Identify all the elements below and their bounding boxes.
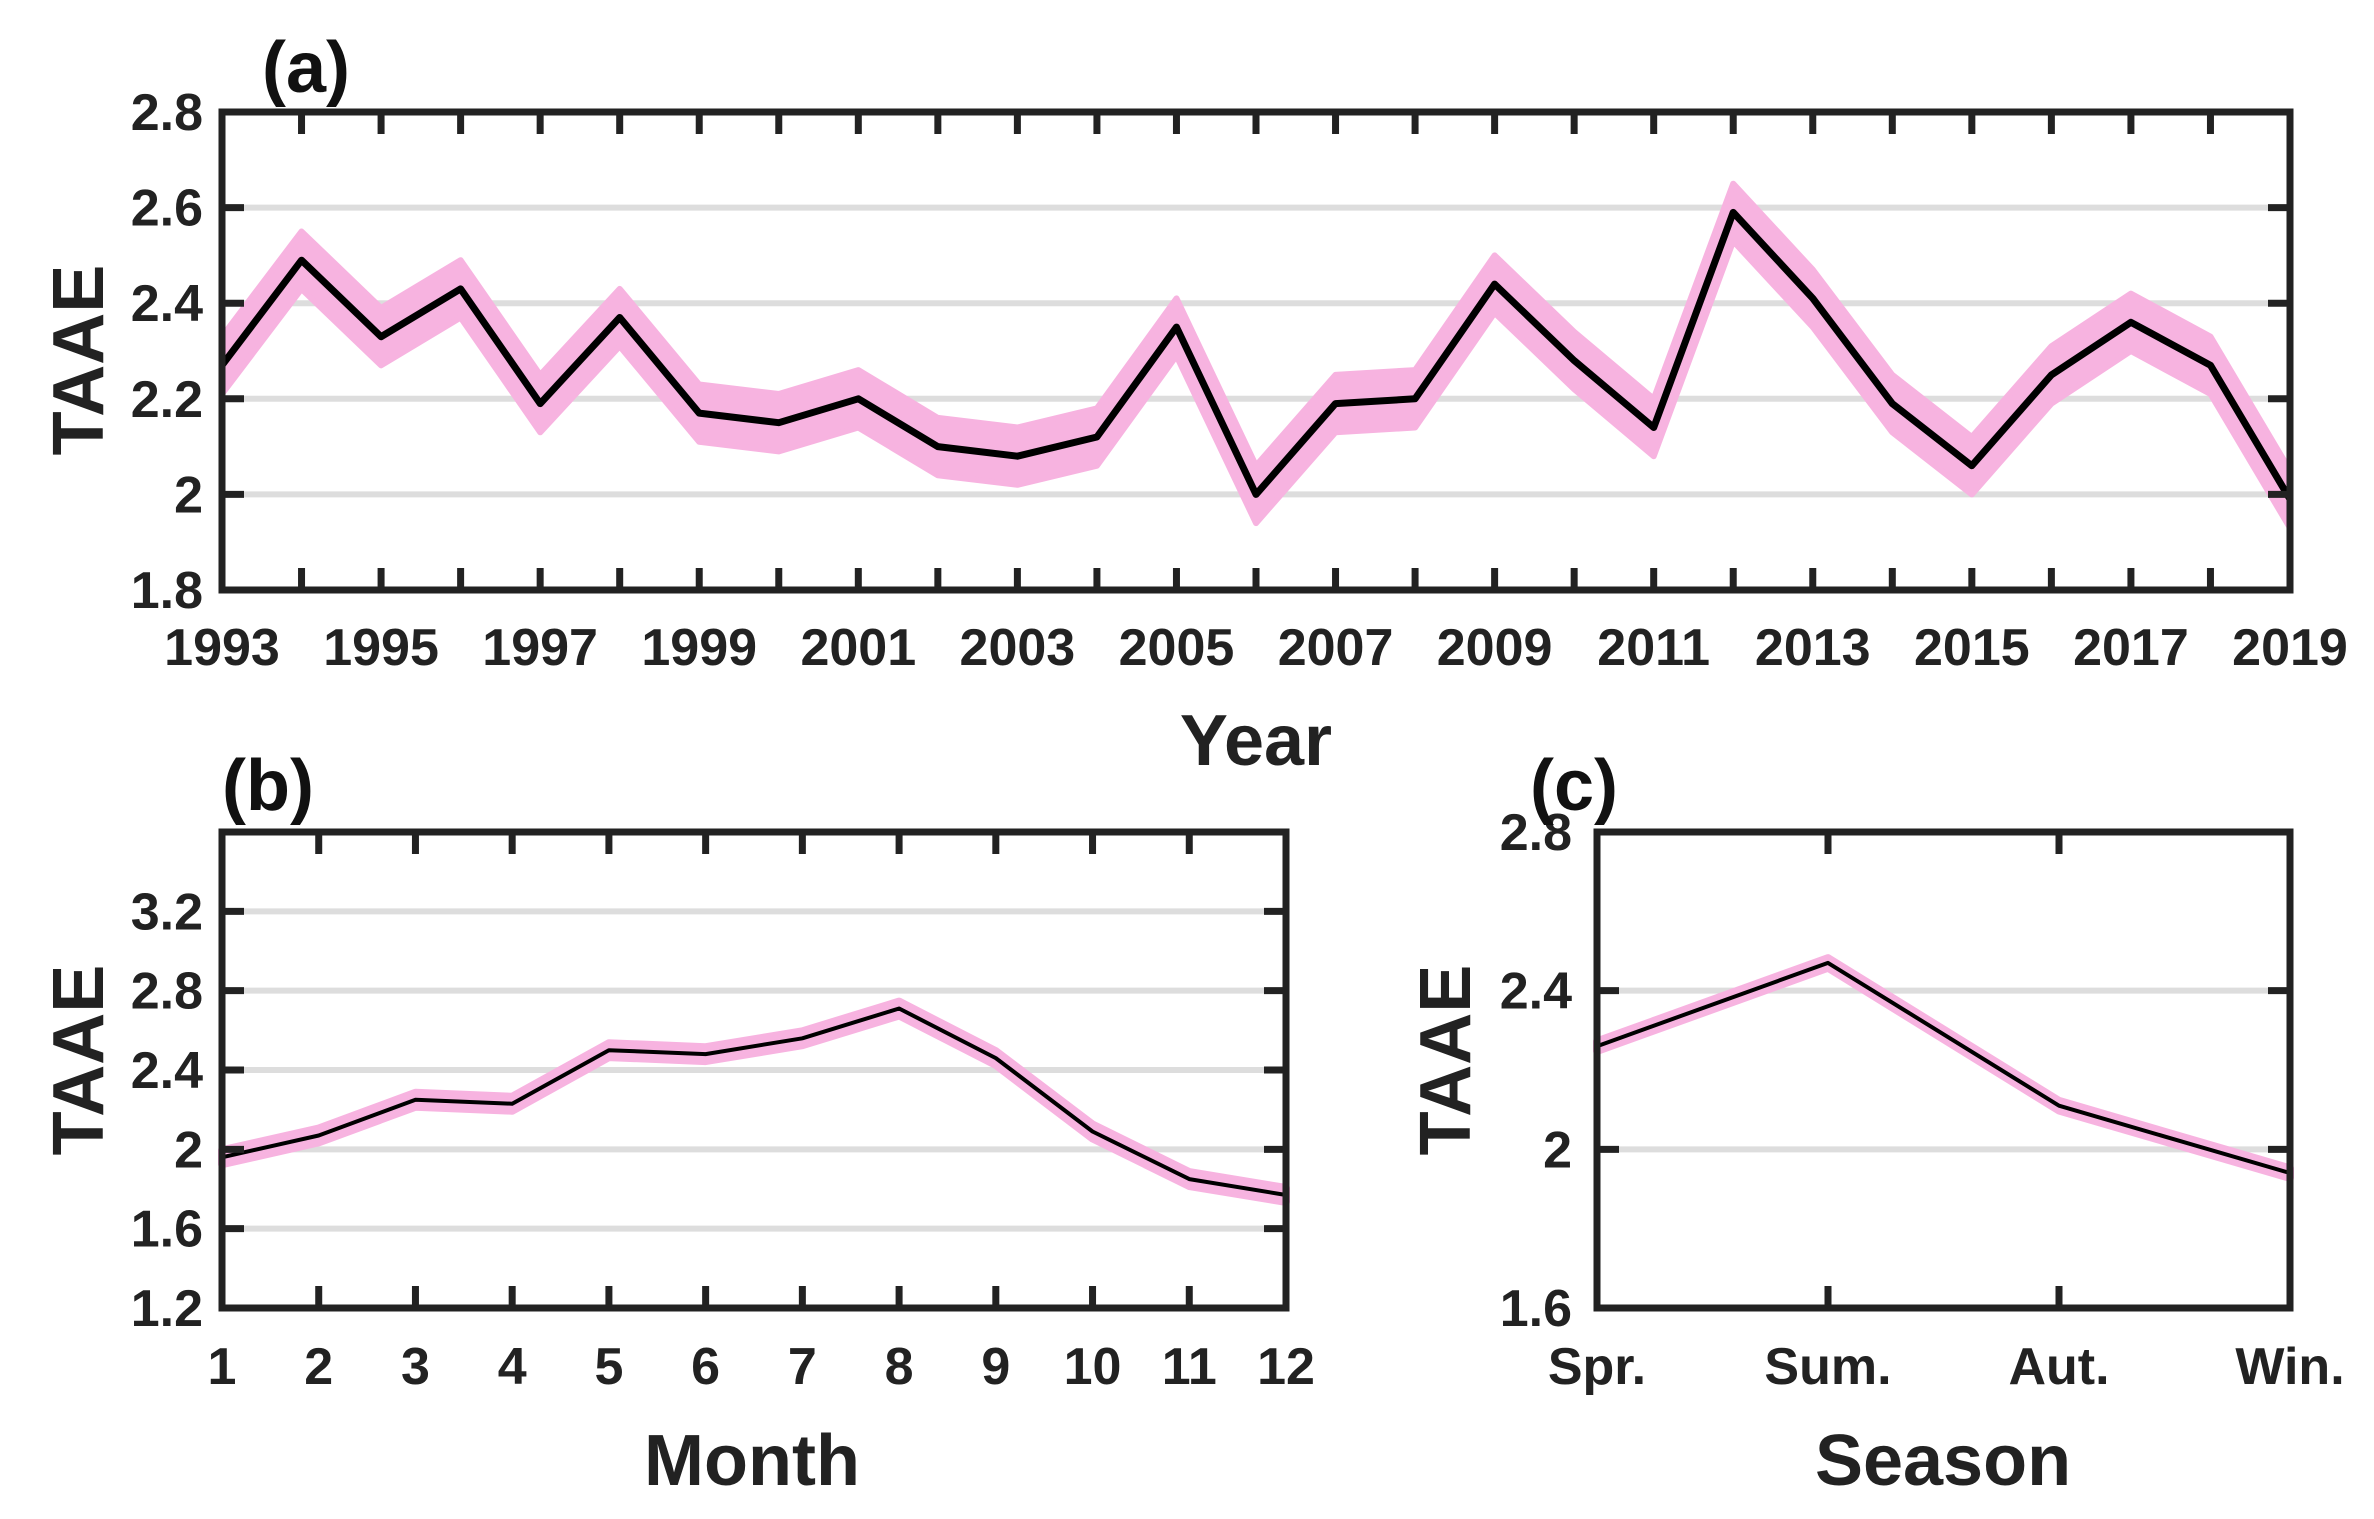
panel-b-ticks [218,832,1290,1312]
panel-b: 1.21.622.42.83.2 1 2 3 4 5 6 7 8 9 10 11 12 (b) TAA… [39,746,1315,1501]
panel-a-x-tick-label: 2009 [1437,619,1553,677]
panel-b-y-tick-label: 2.8 [131,963,203,1021]
panel-b-y-tick-label: 2.4 [131,1042,203,1100]
panel-b-y-tick-label: 2 [174,1121,203,1179]
panel-a-label: (a) [262,28,350,108]
panel-b-x-tick-labels: 1 2 3 4 5 6 7 8 9 10 11 12 [208,1338,1315,1396]
panel-a-x-tick-label: 1995 [323,619,439,677]
panel-a-x-tick-label: 2005 [1119,619,1235,677]
panel-b-x-tick-label: 1 [208,1338,237,1396]
panel-a-x-tick-label: 2019 [2232,619,2348,677]
panel-a-y-tick-label: 2.8 [131,84,203,142]
panel-a-y-axis-title: TAAE [39,265,119,456]
panel-b-x-axis-title: Month [644,1421,860,1501]
panel-a-y-tick-label: 2.6 [131,180,203,238]
panel-b-y-tick-label: 3.2 [131,883,203,941]
panel-c: 1.6 2 2.4 2.8 Spr. Sum. Aut. Win. (c) TAAE Sea… [1406,746,2345,1501]
panel-c-y-tick-label: 2 [1543,1121,1572,1179]
panel-c-series-line [1596,960,2291,1176]
panel-a-x-tick-label: 2001 [800,619,916,677]
panel-c-x-tick-label: Win. [2235,1338,2344,1396]
panel-a-x-axis-title: Year [1180,701,1332,781]
panel-c-grid [1597,987,2290,1153]
panel-c-x-tick-label: Sum. [1764,1338,1891,1396]
panel-a-uncertainty-band [219,180,2293,531]
panel-b-label: (b) [222,746,314,826]
panel-a-series-line [219,208,2294,501]
panel-a-y-tick-label: 2.4 [131,275,203,333]
panel-c-y-tick-label: 2.8 [1500,804,1572,862]
panel-a-x-tick-labels: 1993 1995 1997 1999 2001 2003 2005 2007 2009 2011… [164,619,2348,677]
panel-c-x-tick-labels: Spr. Sum. Aut. Win. [1548,1338,2345,1396]
panel-a-y-tick-label: 2 [174,466,203,524]
panel-b-x-tick-label: 3 [401,1338,430,1396]
panel-b-x-tick-label: 8 [885,1338,914,1396]
panel-a-y-tick-label: 2.2 [131,371,203,429]
panel-a-ticks [218,108,2294,594]
panel-b-x-tick-label: 4 [498,1338,527,1396]
panel-a-x-tick-label: 1997 [482,619,598,677]
panel-a-y-tick-labels: 1.8 2 2.2 2.4 2.6 2.8 [131,84,203,620]
panel-c-y-axis-title: TAAE [1406,965,1486,1156]
panel-c-y-tick-label: 2.4 [1500,963,1572,1021]
panel-b-y-tick-label: 1.6 [131,1201,203,1259]
panel-b-x-tick-label: 2 [304,1338,333,1396]
panel-b-x-tick-label: 10 [1064,1338,1122,1396]
panel-a-x-tick-label: 1993 [164,619,280,677]
panel-b-x-tick-label: 7 [788,1338,817,1396]
panel-b-x-tick-label: 5 [594,1338,623,1396]
panel-c-x-axis-title: Season [1815,1421,2071,1501]
panel-c-y-tick-label: 1.6 [1500,1280,1572,1338]
panel-b-y-tick-label: 1.2 [131,1280,203,1338]
panel-a-x-tick-label: 2003 [960,619,1076,677]
panel-b-y-tick-labels: 1.2 1.6 2 2.4 2.8 3.2 [131,883,203,1338]
panel-c-x-tick-label: Aut. [2008,1338,2109,1396]
panel-b-x-tick-label: 9 [981,1338,1010,1396]
panel-a-x-tick-label: 2015 [1914,619,2030,677]
panel-a-x-tick-label: 2017 [2073,619,2189,677]
panel-c-x-tick-label: Spr. [1548,1338,1646,1396]
panel-a-y-tick-label: 1.8 [131,562,203,620]
panel-b-grid [222,908,1286,1232]
panel-c-ticks [1593,828,2294,1312]
panel-b-x-tick-label: 12 [1257,1338,1315,1396]
panel-b-uncertainty-band [218,997,1290,1206]
panel-a-x-tick-label: 1999 [641,619,757,677]
panel-a: 1.8 2 2.2 2.4 2.6 2.8 1993 1995 1997 1999 2001 200… [39,28,2348,781]
panel-a-x-tick-label: 2011 [1597,619,1710,677]
panel-b-x-tick-label: 11 [1162,1338,1217,1396]
panel-c-label: (c) [1530,746,1618,826]
panel-b-x-tick-label: 6 [691,1338,720,1396]
panel-c-y-tick-labels: 1.6 2 2.4 2.8 [1500,804,1572,1338]
panel-b-y-axis-title: TAAE [39,965,119,1156]
panel-a-x-tick-label: 2007 [1278,619,1394,677]
panel-c-frame [1593,828,2294,1312]
panel-b-series-line [221,1006,1287,1197]
panel-a-x-tick-label: 2013 [1755,619,1871,677]
